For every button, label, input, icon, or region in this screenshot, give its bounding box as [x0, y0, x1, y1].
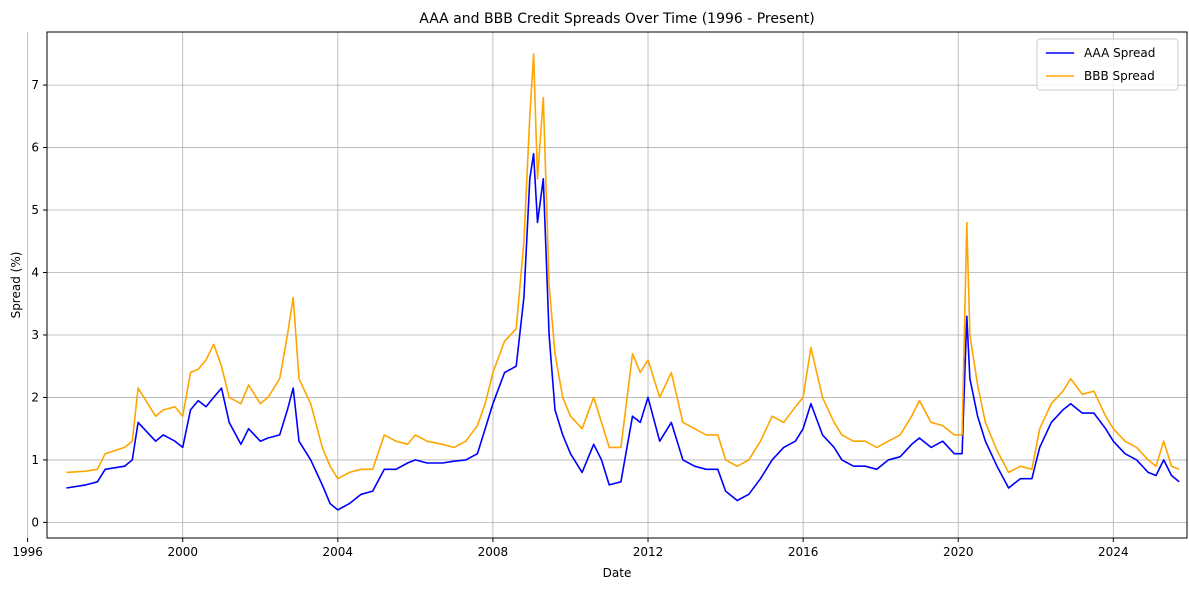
x-tick-label: 1996	[12, 545, 43, 559]
y-tick-label: 0	[31, 515, 39, 529]
x-tick-label: 2008	[478, 545, 509, 559]
x-tick-label: 2024	[1098, 545, 1129, 559]
x-tick-label: 2000	[167, 545, 198, 559]
y-tick-label: 2	[31, 390, 39, 404]
x-tick-label: 2004	[323, 545, 354, 559]
chart-title: AAA and BBB Credit Spreads Over Time (19…	[419, 11, 814, 27]
x-axis-label: Date	[603, 566, 632, 580]
y-tick-label: 4	[31, 266, 39, 280]
y-tick-label: 3	[31, 328, 39, 342]
y-axis-label: Spread (%)	[9, 252, 23, 319]
y-axis: 0 1 2 3 4 5 6 7	[31, 78, 47, 529]
legend-label-aaa: AAA Spread	[1084, 46, 1155, 60]
series-line-aaa-spread	[66, 153, 1180, 511]
plot-frame	[46, 31, 1188, 539]
x-axis: 1996 2000 2004 2008 2012 2016 2020 2024	[12, 538, 1129, 559]
legend: AAA Spread BBB Spread	[1036, 38, 1179, 91]
y-tick-label: 5	[31, 203, 39, 217]
x-tick-label: 2020	[943, 545, 974, 559]
x-tick-label: 2016	[788, 545, 819, 559]
legend-box	[1036, 38, 1179, 91]
y-tick-label: 6	[31, 141, 39, 155]
series-line-bbb-spread	[66, 53, 1180, 480]
y-tick-label: 7	[31, 78, 39, 92]
y-tick-label: 1	[31, 453, 39, 467]
grid	[27, 32, 1187, 538]
series-layer	[66, 53, 1180, 511]
x-tick-label: 2012	[633, 545, 664, 559]
legend-label-bbb: BBB Spread	[1084, 69, 1155, 83]
